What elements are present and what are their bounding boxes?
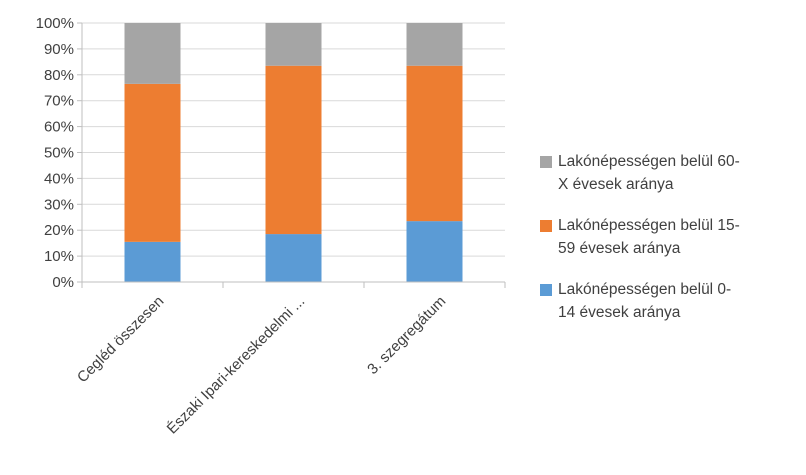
legend-label: Lakónépességen belül 60- X évesek aránya bbox=[558, 150, 740, 196]
y-tick-label: 100% bbox=[36, 15, 74, 32]
x-category-label: Északi Ipari-kereskedelmi ... bbox=[164, 293, 309, 438]
y-tick-label: 60% bbox=[44, 119, 74, 136]
legend-label-line: Lakónépességen belül 0- bbox=[558, 281, 732, 298]
bar-segment bbox=[265, 23, 322, 66]
legend: Lakónépességen belül 60- X évesek aránya… bbox=[540, 150, 802, 342]
bar-segment bbox=[406, 65, 463, 222]
bar-segment bbox=[124, 83, 181, 242]
x-category-label: Cegléd összesen bbox=[74, 293, 167, 386]
bar-segment bbox=[124, 241, 181, 282]
y-tick-label: 30% bbox=[44, 196, 74, 213]
y-tick-label: 10% bbox=[44, 248, 74, 265]
legend-label-line: 14 évesek aránya bbox=[558, 304, 681, 321]
y-tick-label: 80% bbox=[44, 67, 74, 84]
y-tick-label: 40% bbox=[44, 170, 74, 187]
x-category-label: 3. szegregátum bbox=[364, 293, 449, 378]
bar-segment bbox=[406, 221, 463, 282]
legend-swatch bbox=[540, 284, 552, 296]
y-tick-label: 70% bbox=[44, 93, 74, 110]
legend-swatch bbox=[540, 156, 552, 168]
legend-label-line: Lakónépességen belül 15- bbox=[558, 217, 740, 234]
y-tick-label: 90% bbox=[44, 41, 74, 58]
legend-label-line: Lakónépességen belül 60- bbox=[558, 153, 740, 170]
legend-label-line: 59 évesek aránya bbox=[558, 240, 681, 257]
legend-label-line: X évesek aránya bbox=[558, 176, 674, 193]
legend-item-60-x: Lakónépességen belül 60- X évesek aránya bbox=[540, 150, 802, 196]
stacked-bar-chart: 0% 10% 20% 30% 40% 50% 60% 70% 80% 90% 100% Cegléd… bbox=[36, 15, 506, 438]
y-axis-tick-labels: 0% 10% 20% 30% 40% 50% 60% 70% 80% 90% 100% bbox=[36, 15, 74, 291]
legend-item-15-59: Lakónépességen belül 15- 59 évesek arány… bbox=[540, 214, 802, 260]
y-tick-label: 0% bbox=[52, 274, 74, 291]
legend-swatch bbox=[540, 220, 552, 232]
axes bbox=[77, 22, 506, 288]
bar-segment bbox=[265, 65, 322, 235]
bar-segment bbox=[406, 23, 463, 66]
legend-label: Lakónépességen belül 0- 14 évesek aránya bbox=[558, 278, 731, 324]
bars bbox=[124, 23, 463, 282]
y-tick-label: 50% bbox=[44, 145, 74, 162]
legend-item-0-14: Lakónépességen belül 0- 14 évesek aránya bbox=[540, 278, 802, 324]
bar-segment bbox=[124, 23, 181, 84]
legend-label: Lakónépességen belül 15- 59 évesek arány… bbox=[558, 214, 740, 260]
y-tick-label: 20% bbox=[44, 222, 74, 239]
bar-segment bbox=[265, 234, 322, 282]
